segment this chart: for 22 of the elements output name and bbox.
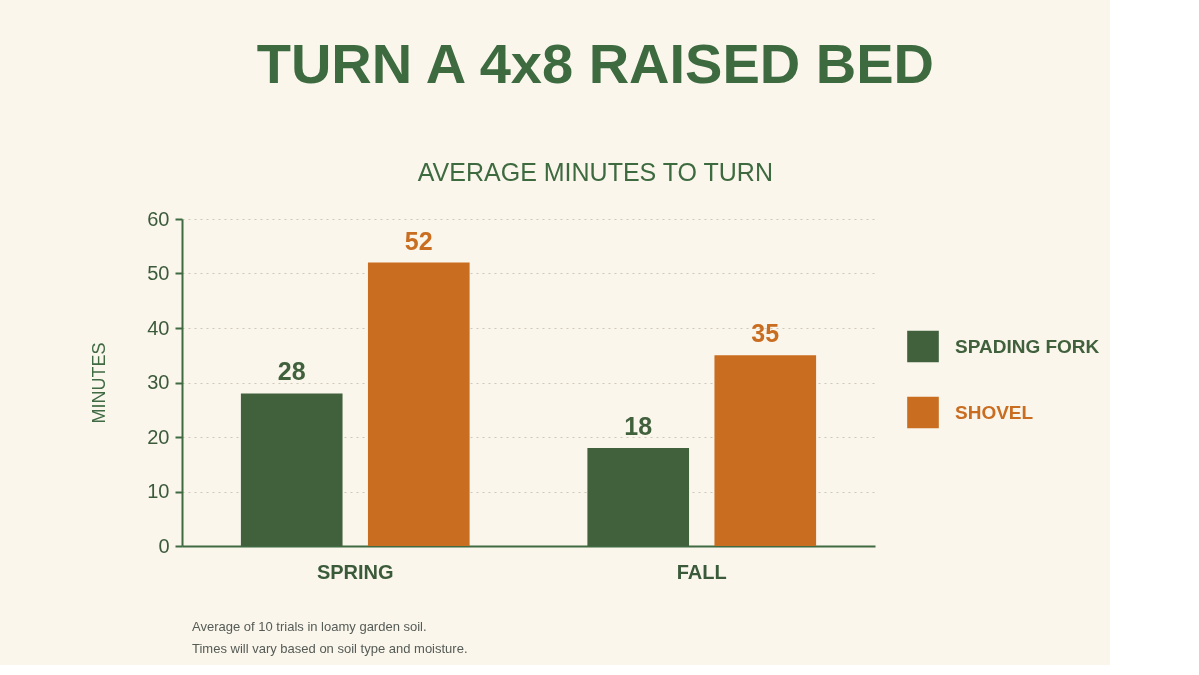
legend-label: SHOVEL bbox=[955, 401, 1034, 423]
y-tick-label: 10 bbox=[147, 480, 170, 502]
y-tick-label: 50 bbox=[147, 262, 170, 284]
chart-subtitle: AVERAGE MINUTES TO TURN bbox=[417, 158, 773, 186]
data-label: 52 bbox=[404, 226, 433, 255]
chart-title: TURN A 4x8 RAISED BED bbox=[256, 32, 935, 95]
data-label: 28 bbox=[277, 357, 306, 386]
legend-label: SPADING FORK bbox=[955, 335, 1100, 357]
y-tick-label: 0 bbox=[158, 534, 170, 557]
bar bbox=[367, 262, 470, 546]
y-tick-label: 40 bbox=[147, 316, 170, 339]
y-tick-label: 30 bbox=[147, 371, 170, 393]
x-tick-label: FALL bbox=[676, 560, 727, 583]
text: Times will vary based on soil type and moisture. bbox=[192, 641, 468, 656]
data-label: 35 bbox=[751, 319, 780, 348]
text: Average of 10 trials in loamy garden soil. bbox=[192, 619, 427, 634]
bar bbox=[714, 355, 817, 546]
y-tick-label: 60 bbox=[147, 207, 170, 230]
y-axis-title: MINUTES bbox=[89, 342, 110, 424]
y-tick-label: 20 bbox=[147, 425, 170, 448]
data-label: 18 bbox=[624, 411, 653, 440]
x-tick-label: SPRING bbox=[316, 560, 394, 583]
